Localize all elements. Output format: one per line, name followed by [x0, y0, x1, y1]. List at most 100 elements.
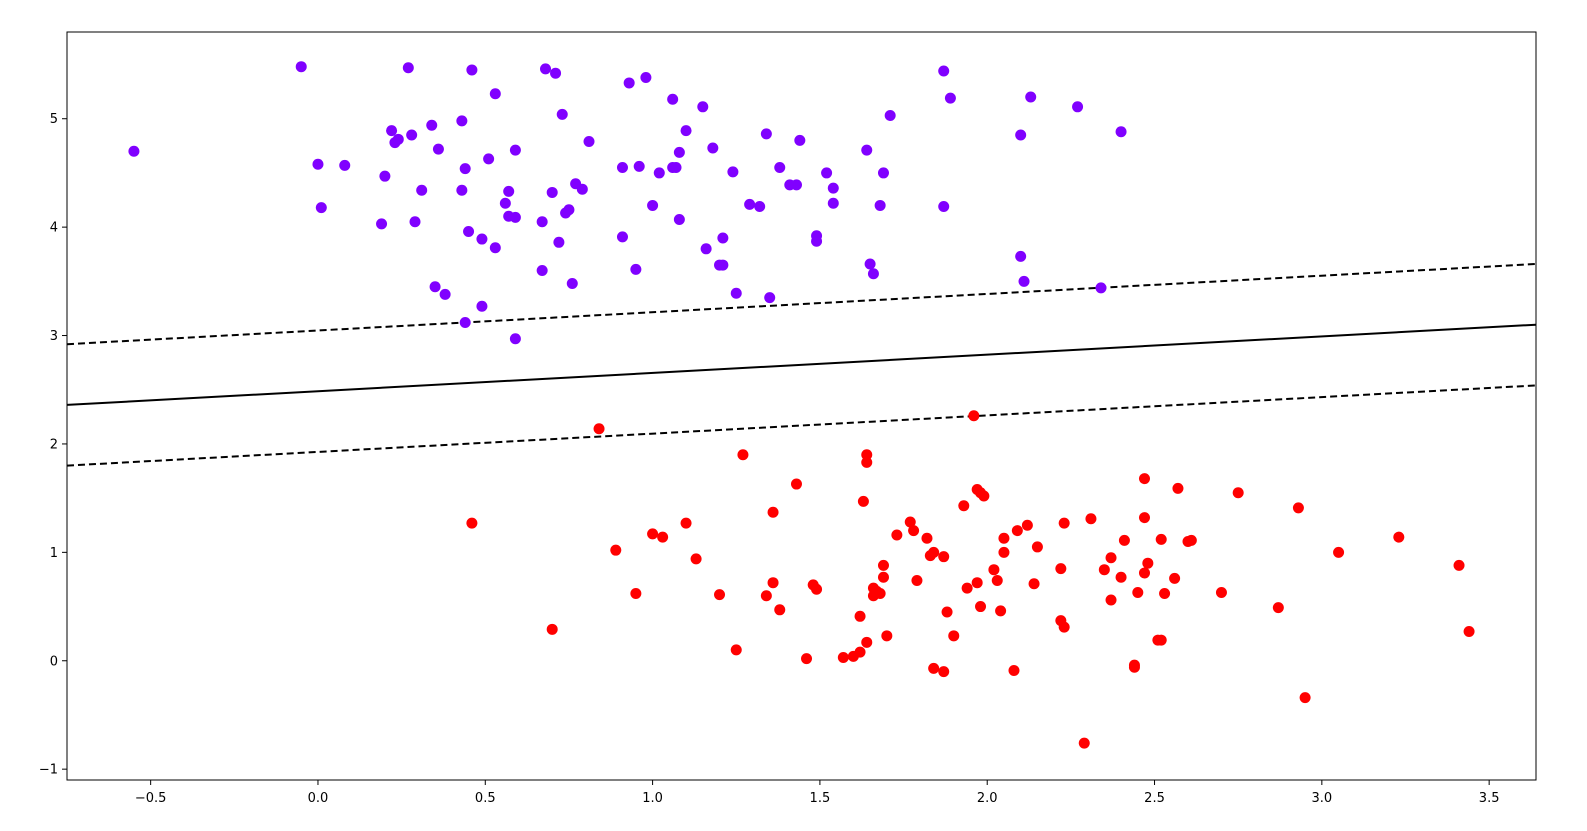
- data-point-purple: [295, 61, 307, 73]
- data-point-red: [1232, 487, 1244, 499]
- data-point-red: [995, 605, 1007, 617]
- data-point-red: [928, 546, 940, 558]
- data-point-purple: [754, 201, 766, 213]
- y-axis: −1 0 1 2 3 4 5: [39, 112, 67, 778]
- data-point-red: [1028, 578, 1040, 590]
- data-point-purple: [623, 77, 635, 89]
- data-point-purple: [673, 214, 685, 226]
- data-point-purple: [944, 92, 956, 104]
- margin-line: [67, 384, 1536, 467]
- data-point-red: [881, 630, 893, 642]
- data-point-red: [1098, 564, 1110, 576]
- data-point-purple: [667, 93, 679, 105]
- data-point-purple: [730, 287, 742, 299]
- data-point-red: [1215, 586, 1227, 598]
- data-point-red: [904, 516, 916, 528]
- data-point-purple: [459, 317, 471, 329]
- data-point-red: [1115, 571, 1127, 583]
- data-point-red: [767, 506, 779, 518]
- y-tick-label: 2: [50, 437, 58, 452]
- data-point-red: [630, 588, 642, 600]
- data-point-purple: [339, 159, 351, 171]
- data-point-red: [1132, 586, 1144, 598]
- data-point-purple: [633, 160, 645, 172]
- data-point-red: [908, 525, 920, 537]
- data-point-red: [1105, 552, 1117, 564]
- data-point-red: [991, 575, 1003, 587]
- data-point-purple: [402, 62, 414, 74]
- x-axis: −0.5 0.0 0.5 1.0 1.5 2.0 2.5 3.0 3.5: [135, 780, 1499, 806]
- data-point-purple: [409, 216, 421, 228]
- data-point-red: [1142, 557, 1154, 569]
- data-point-red: [998, 546, 1010, 558]
- data-point-purple: [630, 263, 642, 275]
- data-point-purple: [707, 142, 719, 154]
- data-point-red: [610, 544, 622, 556]
- data-point-purple: [717, 232, 729, 244]
- data-point-red: [1185, 534, 1197, 546]
- y-tick-label: 4: [50, 221, 58, 236]
- data-point-red: [968, 410, 980, 422]
- x-tick-label: 1.0: [642, 791, 663, 806]
- data-point-red: [877, 571, 889, 583]
- data-point-purple: [476, 233, 488, 245]
- data-point-purple: [489, 88, 501, 100]
- data-point-purple: [938, 201, 950, 213]
- data-point-red: [1055, 563, 1067, 575]
- data-point-red: [690, 553, 702, 565]
- data-point-red: [1058, 517, 1070, 529]
- data-point-purple: [827, 182, 839, 194]
- data-point-purple: [1115, 126, 1127, 138]
- data-point-purple: [938, 65, 950, 77]
- data-point-red: [1138, 473, 1150, 485]
- data-point-purple: [877, 167, 889, 179]
- data-point-red: [857, 495, 869, 507]
- data-point-red: [546, 623, 558, 635]
- data-point-red: [1299, 692, 1311, 704]
- data-point-red: [1118, 534, 1130, 546]
- data-point-purple: [546, 186, 558, 198]
- decision-boundary-line: [67, 323, 1536, 406]
- data-point-purple: [128, 145, 140, 157]
- data-point-red: [938, 666, 950, 678]
- data-point-red: [593, 423, 605, 435]
- data-point-purple: [717, 259, 729, 271]
- data-point-purple: [680, 125, 692, 137]
- data-point-purple: [476, 300, 488, 312]
- data-point-purple: [509, 333, 521, 345]
- data-point-red: [1333, 546, 1345, 558]
- data-point-purple: [794, 134, 806, 146]
- data-point-red: [975, 601, 987, 613]
- data-point-red: [958, 500, 970, 512]
- data-point-purple: [540, 63, 552, 75]
- margin-line: [67, 262, 1536, 346]
- data-point-purple: [727, 166, 739, 178]
- data-point-purple: [864, 258, 876, 270]
- data-point-purple: [566, 278, 578, 290]
- data-point-purple: [456, 115, 468, 127]
- data-point-purple: [426, 119, 438, 131]
- data-point-red: [998, 532, 1010, 544]
- data-point-purple: [379, 170, 391, 182]
- data-point-purple: [509, 144, 521, 156]
- data-point-red: [1078, 737, 1090, 749]
- data-point-purple: [867, 268, 879, 280]
- data-point-red: [466, 517, 478, 529]
- data-point-red: [861, 636, 873, 648]
- data-point-purple: [489, 242, 501, 254]
- data-point-red: [1155, 634, 1167, 646]
- data-point-purple: [647, 199, 659, 211]
- data-point-purple: [416, 184, 428, 196]
- data-point-red: [714, 589, 726, 601]
- data-point-red: [1453, 559, 1465, 571]
- data-point-red: [811, 583, 823, 595]
- data-point-red: [1138, 567, 1150, 579]
- data-point-purple: [463, 225, 475, 237]
- data-point-red: [1058, 621, 1070, 633]
- data-point-purple: [821, 167, 833, 179]
- data-point-purple: [553, 236, 565, 248]
- data-point-purple: [1025, 91, 1037, 103]
- data-point-red: [941, 606, 953, 618]
- data-point-red: [1463, 625, 1475, 637]
- data-point-red: [1159, 588, 1171, 600]
